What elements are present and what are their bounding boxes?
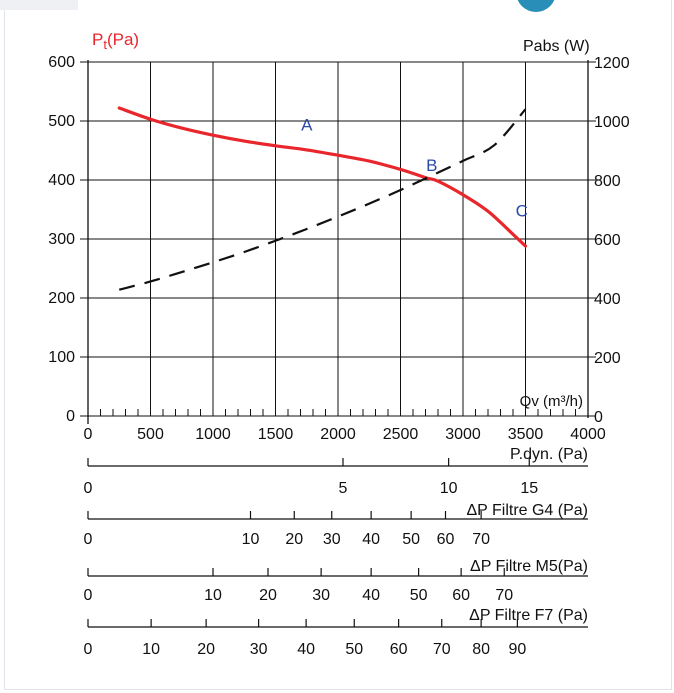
scale-tick-label: 40 (297, 641, 315, 658)
scale-tick-label: 90 (508, 641, 526, 658)
scale-label: P.dyn. (Pa) (510, 446, 588, 463)
scale-tick-label: 0 (84, 480, 93, 497)
y-left-tick-label: 200 (48, 290, 75, 307)
scale-tick-label: 10 (440, 480, 458, 497)
scale-tick-label: 70 (472, 531, 490, 548)
scale-tick-label: 10 (242, 531, 260, 548)
y-left-tick-label: 300 (48, 231, 75, 248)
brand-logo-fragment (516, 0, 556, 12)
left-axis-label: Pt(Pa) (92, 30, 139, 52)
scale-tick-label: 60 (390, 641, 408, 658)
x-tick-label: 0 (84, 426, 93, 443)
secondary-scales: P.dyn. (Pa) 0 5 10 15 ΔP Filtre G4 (Pa) 0 10 20 3… (84, 446, 588, 658)
x-tick-label: 2500 (383, 426, 419, 443)
x-tick-label: 500 (137, 426, 164, 443)
y-right-tick-label: 200 (594, 350, 621, 367)
annotations: A B C (301, 115, 528, 220)
x-axis-label: Qv (m³/h) (520, 393, 583, 410)
scale-tick-label: 20 (197, 641, 215, 658)
scale-tick-label: 10 (142, 641, 160, 658)
chart-frame (4, 0, 672, 690)
scale-tick-label: 0 (84, 587, 93, 604)
y-right-tick-label: 0 (594, 409, 603, 426)
y-left-tick-label: 400 (48, 172, 75, 189)
scale-tick-label: 40 (362, 587, 380, 604)
y-left-tick-label: 600 (48, 54, 75, 71)
pressure-curve (117, 106, 528, 248)
scale-label: ΔP Filtre G4 (Pa) (466, 502, 588, 519)
x-tick-label: 3500 (508, 426, 544, 443)
scale-tick-label: 40 (362, 531, 380, 548)
scale-tick-label: 20 (259, 587, 277, 604)
scale-tick-label: 20 (285, 531, 303, 548)
y-right-tick-label: 400 (594, 291, 621, 308)
point-label-a: A (301, 115, 313, 134)
x-tick-label: 2000 (320, 426, 356, 443)
scale-tick-label: 30 (323, 531, 341, 548)
scale-tick-label: 70 (433, 641, 451, 658)
scale-tick-label: 30 (312, 587, 330, 604)
grid (87, 60, 589, 424)
scale-label: ΔP Filtre M5(Pa) (470, 558, 588, 575)
x-tick-label: 3000 (445, 426, 481, 443)
power-curve (118, 108, 527, 291)
corner-tab (0, 0, 78, 10)
chart-labels: Pt(Pa) Pabs (W) Qv (m³/h) (92, 30, 590, 410)
scale-tick-label: 0 (84, 641, 93, 658)
y-left-tick-label: 0 (66, 408, 75, 425)
x-tick-label: 1500 (258, 426, 294, 443)
scale-tick-label: 15 (520, 480, 538, 497)
y-right-tick-label: 1200 (594, 55, 630, 72)
y-right-tick-label: 1000 (594, 114, 630, 131)
series-group (117, 106, 528, 291)
scale-tick-label: 80 (472, 641, 490, 658)
x-tick-label: 1000 (195, 426, 231, 443)
scale-tick-label: 50 (410, 587, 428, 604)
y-right-tick-label: 600 (594, 232, 621, 249)
scale-tick-label: 60 (437, 531, 455, 548)
axis-ticks: 0 500 1000 1500 2000 2500 3000 3500 400001002003… (48, 54, 629, 443)
x-tick-label: 4000 (570, 426, 606, 443)
y-left-tick-label: 100 (48, 349, 75, 366)
point-label-c: C (516, 202, 528, 221)
y-left-tick-label: 500 (48, 113, 75, 130)
scale-tick-label: 10 (204, 587, 222, 604)
scale-tick-label: 0 (84, 531, 93, 548)
right-axis-label: Pabs (W) (523, 38, 590, 55)
scale-tick-label: 50 (402, 531, 420, 548)
y-right-tick-label: 800 (594, 173, 621, 190)
scale-tick-label: 70 (495, 587, 513, 604)
point-label-b: B (426, 156, 437, 175)
scale-tick-label: 50 (345, 641, 363, 658)
scale-tick-label: 60 (452, 587, 470, 604)
scale-label: ΔP Filtre F7 (Pa) (469, 607, 588, 624)
scale-tick-label: 5 (339, 480, 348, 497)
scale-tick-label: 30 (250, 641, 268, 658)
